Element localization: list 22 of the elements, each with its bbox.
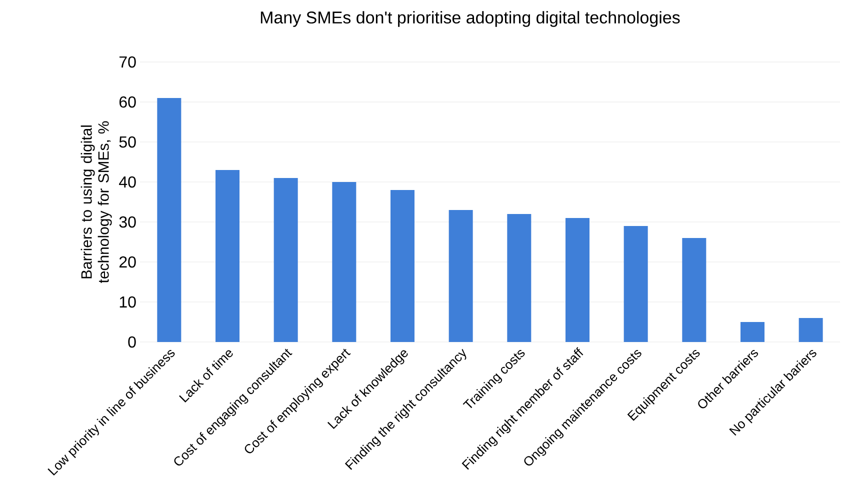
y-tick-label: 30 — [119, 216, 136, 228]
bar — [332, 182, 356, 342]
y-tick-label: 50 — [119, 136, 136, 148]
y-tick-label: 60 — [119, 96, 136, 108]
bar — [507, 214, 532, 342]
y-tick-label: 40 — [119, 176, 136, 188]
bar — [448, 210, 473, 342]
bar — [740, 322, 764, 342]
bar — [682, 238, 706, 342]
chart-title: Many SMEs don't prioritise adopting digital technologies — [260, 11, 680, 27]
bar — [566, 218, 590, 342]
y-tick-label: 70 — [119, 56, 136, 68]
bar — [798, 318, 823, 342]
y-tick-label: 10 — [120, 296, 136, 308]
y-axis-title: Barriers to using digital technology for SMEs, % — [80, 121, 112, 284]
bar — [390, 190, 414, 342]
y-tick-label: 20 — [119, 256, 136, 268]
bar — [274, 178, 298, 342]
bar — [216, 170, 240, 342]
bar — [157, 98, 182, 342]
y-tick-label: 0 — [128, 336, 136, 348]
bar — [624, 226, 648, 342]
